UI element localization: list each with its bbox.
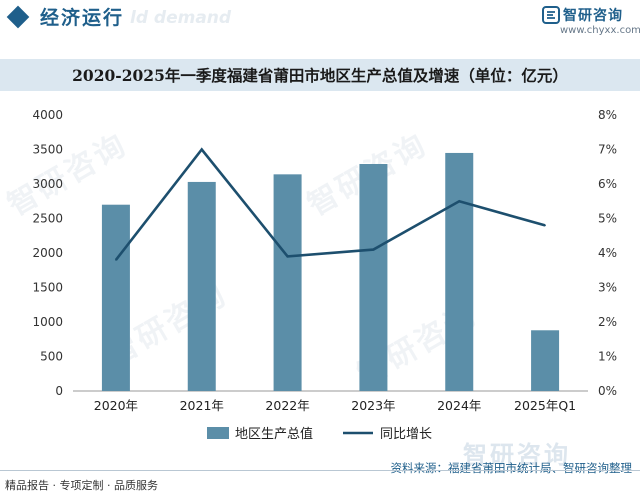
legend-label-growth: 同比增长 bbox=[380, 427, 432, 442]
right-tick-label: 8% bbox=[598, 108, 617, 122]
legend-swatch-bar bbox=[207, 427, 229, 439]
right-tick-label: 7% bbox=[598, 143, 617, 157]
x-tick-label: 2025年Q1 bbox=[514, 398, 576, 413]
bar-5 bbox=[531, 330, 560, 391]
growth-line bbox=[114, 147, 546, 261]
x-tick-label: 2023年 bbox=[351, 398, 395, 413]
chart: 0 500 1000 1500 2000 2500 3000 3500 4000 0% 1% 2% 3%… bbox=[32, 108, 617, 442]
right-tick-label: 6% bbox=[598, 177, 617, 191]
left-tick-label: 2500 bbox=[32, 212, 63, 226]
right-tick-label: 0% bbox=[598, 384, 617, 398]
chart-title: 2020-2025年一季度福建省莆田市地区生产总值及增速（单位：亿元） bbox=[72, 66, 568, 85]
brand-logo-icon bbox=[542, 6, 560, 24]
brand-url: www.chyxx.com bbox=[560, 25, 640, 36]
header-ghost-text: ld demand bbox=[130, 8, 232, 28]
left-tick-label: 1000 bbox=[32, 315, 63, 329]
left-tick-label: 500 bbox=[40, 350, 63, 364]
right-tick-label: 4% bbox=[598, 246, 617, 260]
brand: 智研咨询 www.chyxx.com bbox=[542, 4, 640, 40]
left-tick-label: 0 bbox=[55, 384, 63, 398]
bar-1 bbox=[187, 181, 216, 391]
x-tick-label: 2022年 bbox=[265, 398, 309, 413]
left-tick-label: 2000 bbox=[32, 246, 63, 260]
right-tick-label: 5% bbox=[598, 212, 617, 226]
footer-tagline: 精品报告 · 专项定制 · 品质服务 bbox=[5, 479, 158, 492]
right-tick-label: 3% bbox=[598, 281, 617, 295]
bar-4 bbox=[445, 152, 474, 391]
title-band bbox=[0, 59, 640, 91]
right-tick-label: 2% bbox=[598, 315, 617, 329]
footer-logo: 智研咨询 bbox=[463, 441, 571, 469]
left-tick-label: 1500 bbox=[32, 281, 63, 295]
growth-point-5 bbox=[544, 224, 546, 227]
x-tick-label: 2021年 bbox=[180, 398, 224, 413]
left-tick-label: 4000 bbox=[32, 108, 63, 122]
bar-0 bbox=[101, 204, 130, 391]
header: 经济运行 ld demand 智研咨询 www.chyxx.com bbox=[0, 0, 640, 42]
left-tick-label: 3500 bbox=[32, 143, 63, 157]
x-tick-label: 2020年 bbox=[94, 398, 138, 413]
legend-label-gdp: 地区生产总值 bbox=[235, 426, 313, 442]
source-note: 资料来源：福建省莆田市统计局、智研咨询整理 bbox=[390, 461, 633, 475]
bar-3 bbox=[359, 163, 388, 391]
section-title: 经济运行 bbox=[40, 7, 125, 29]
left-tick-label: 3000 bbox=[32, 177, 63, 191]
growth-point-4 bbox=[458, 200, 461, 203]
bar-2 bbox=[273, 174, 302, 391]
growth-point-1 bbox=[200, 148, 203, 151]
growth-point-2 bbox=[286, 255, 289, 258]
growth-point-0 bbox=[115, 259, 117, 261]
footer-divider bbox=[0, 470, 640, 471]
x-tick-label: 2024年 bbox=[437, 398, 481, 413]
right-tick-label: 1% bbox=[598, 350, 617, 364]
brand-name: 智研咨询 bbox=[563, 8, 623, 24]
diamond-icon bbox=[6, 5, 30, 29]
growth-point-3 bbox=[372, 248, 375, 251]
